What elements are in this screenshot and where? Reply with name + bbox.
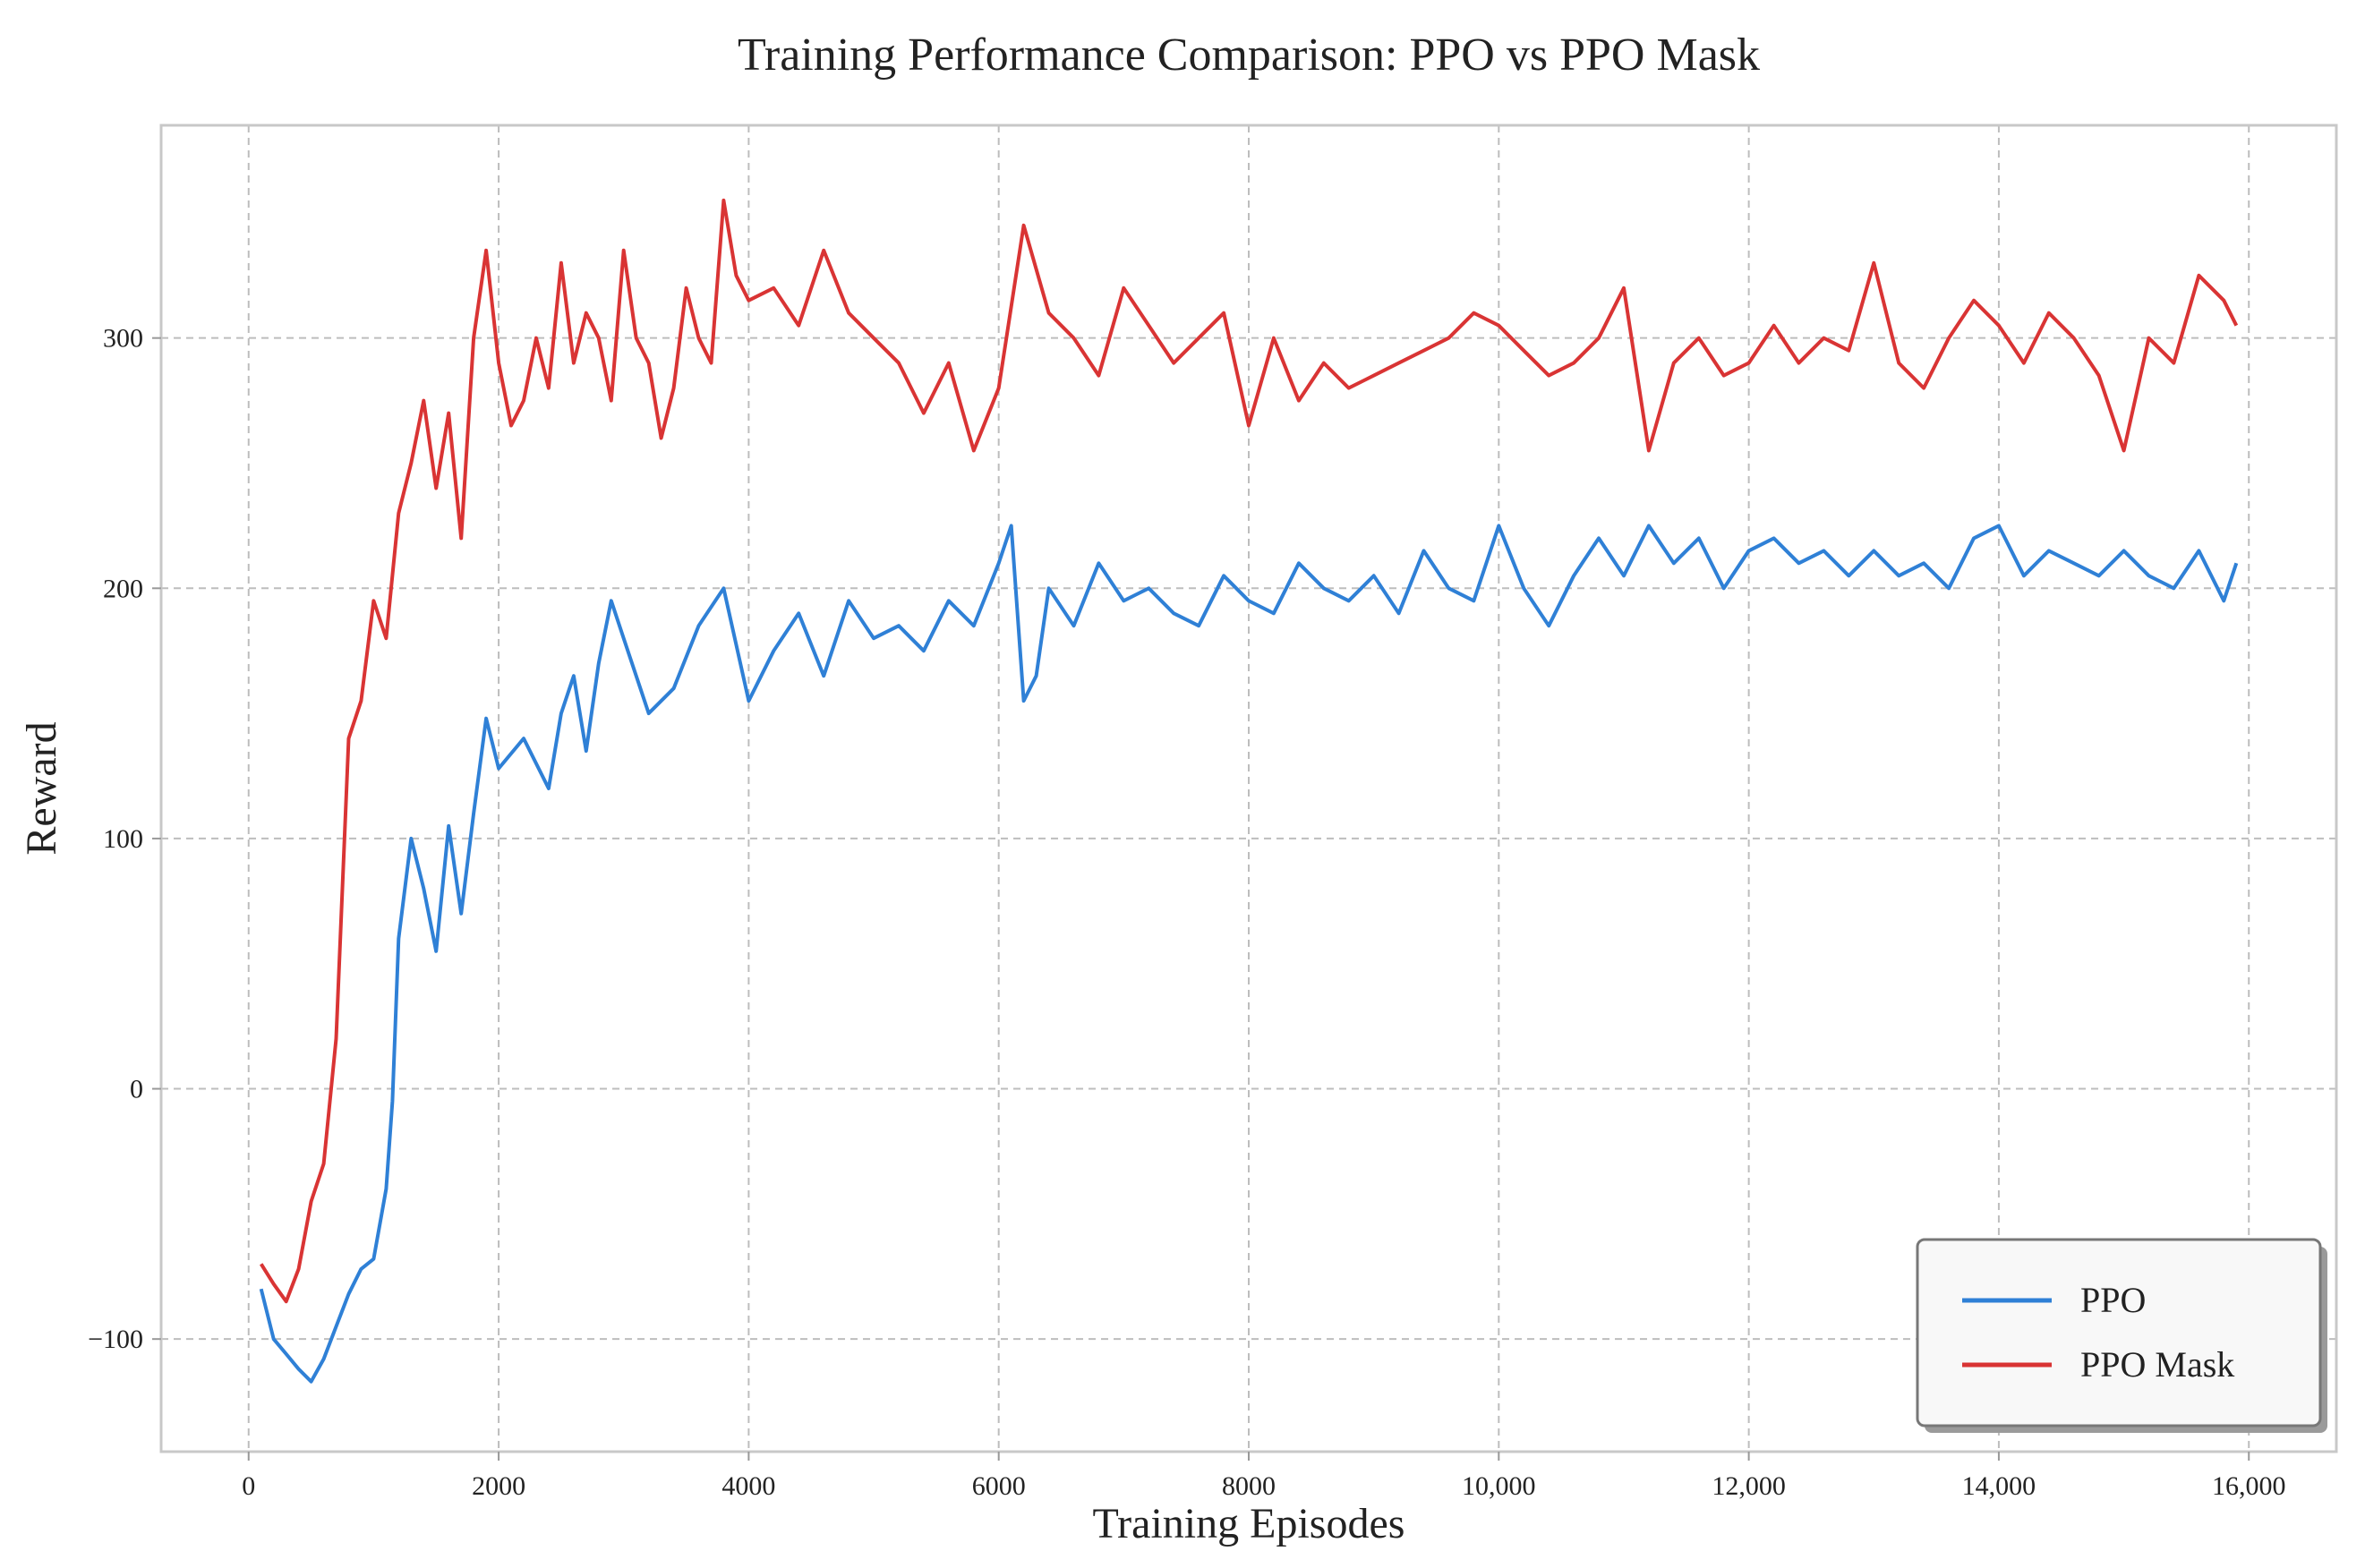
legend-label: PPO — [2080, 1280, 2146, 1320]
series-lines — [259, 198, 2239, 1384]
x-tick-label: 8000 — [1222, 1471, 1276, 1501]
legend: PPO PPO Mask — [1916, 1238, 2327, 1433]
chart-title: Training Performance Comparison: PPO vs … — [738, 30, 1760, 81]
y-tick-label: 100 — [103, 824, 143, 854]
legend-box — [1916, 1238, 2322, 1427]
y-axis-ticks: −100 0 100 200 300 — [88, 324, 161, 1354]
x-tick-label: 12,000 — [1712, 1471, 1786, 1501]
y-tick-label: 0 — [130, 1075, 143, 1104]
x-tick-label: 2000 — [472, 1471, 525, 1501]
y-tick-label: 200 — [103, 574, 143, 603]
x-tick-label: 16,000 — [2212, 1471, 2286, 1501]
legend-label: PPO Mask — [2080, 1344, 2234, 1385]
x-tick-label: 14,000 — [1962, 1471, 2036, 1501]
y-tick-label: −100 — [88, 1325, 143, 1354]
x-axis-ticks: 0 2000 4000 6000 8000 10,000 12,000 14,000 16,00… — [242, 1452, 2285, 1501]
y-tick-label: 300 — [103, 324, 143, 354]
series-line-ppo-mask — [260, 198, 2239, 1304]
x-tick-label: 6000 — [972, 1471, 1026, 1501]
x-axis-label: Training Episodes — [1093, 1500, 1405, 1547]
grid-lines — [161, 125, 2336, 1452]
y-axis-label: Reward — [18, 721, 65, 855]
x-tick-label: 10,000 — [1462, 1471, 1536, 1501]
series-line-ppo — [259, 524, 2239, 1384]
x-tick-label: 4000 — [721, 1471, 775, 1501]
x-tick-label: 0 — [242, 1471, 255, 1501]
